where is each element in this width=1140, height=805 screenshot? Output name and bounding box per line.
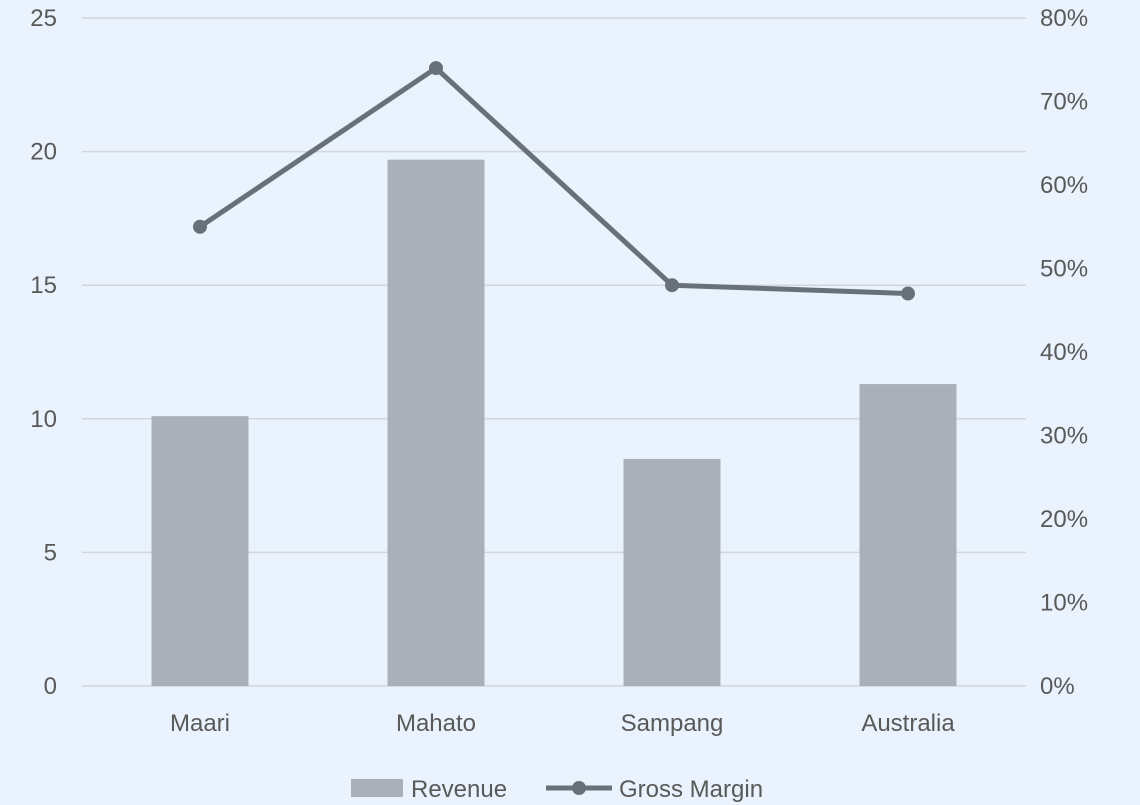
legend-revenue-swatch bbox=[351, 779, 403, 797]
legend-gross-margin-marker bbox=[572, 781, 586, 795]
right-axis-tick-label: 30% bbox=[1040, 423, 1088, 450]
gross-margin-point bbox=[193, 219, 207, 234]
x-axis-ticks: Maari Mahato Sampang Australia bbox=[170, 710, 955, 737]
right-axis-tick-label: 40% bbox=[1040, 339, 1088, 366]
left-axis-ticks: 0 5 10 15 20 25 bbox=[30, 5, 57, 700]
right-axis-tick-label: 80% bbox=[1040, 5, 1088, 32]
left-axis-tick-label: 0 bbox=[44, 673, 57, 700]
x-axis-tick-label: Maari bbox=[170, 710, 230, 737]
revenue-bar bbox=[387, 159, 485, 687]
revenue-bars bbox=[151, 159, 957, 687]
right-axis-tick-label: 10% bbox=[1040, 590, 1088, 617]
gross-margin-point bbox=[429, 61, 443, 76]
legend-revenue-label: Revenue bbox=[411, 776, 507, 803]
right-axis-tick-label: 0% bbox=[1040, 673, 1075, 700]
gross-margin-point bbox=[665, 278, 679, 293]
left-axis-tick-label: 5 bbox=[44, 539, 57, 566]
legend-gross-margin-label: Gross Margin bbox=[619, 776, 763, 803]
left-axis-tick-label: 20 bbox=[30, 139, 57, 166]
gross-margin-point bbox=[901, 286, 915, 301]
right-axis-tick-label: 60% bbox=[1040, 172, 1088, 199]
revenue-bar bbox=[151, 416, 249, 686]
x-axis-tick-label: Australia bbox=[861, 710, 955, 737]
x-axis-tick-label: Mahato bbox=[396, 710, 476, 737]
right-axis-tick-label: 50% bbox=[1040, 256, 1088, 283]
left-axis-tick-label: 10 bbox=[30, 406, 57, 433]
legend: Revenue Gross Margin bbox=[351, 776, 763, 803]
right-axis-tick-label: 20% bbox=[1040, 506, 1088, 533]
gross-margin-series-line bbox=[198, 65, 909, 297]
x-axis-tick-label: Sampang bbox=[621, 710, 724, 737]
right-axis-ticks: 0% 10% 20% 30% 40% 50% 60% 70% 80% bbox=[1040, 5, 1088, 700]
left-axis-tick-label: 15 bbox=[30, 272, 57, 299]
gross-margin-line bbox=[193, 61, 915, 301]
right-axis-tick-label: 70% bbox=[1040, 89, 1088, 116]
revenue-bar bbox=[623, 458, 721, 686]
revenue-bar bbox=[859, 384, 957, 686]
left-axis-tick-label: 25 bbox=[30, 5, 57, 32]
